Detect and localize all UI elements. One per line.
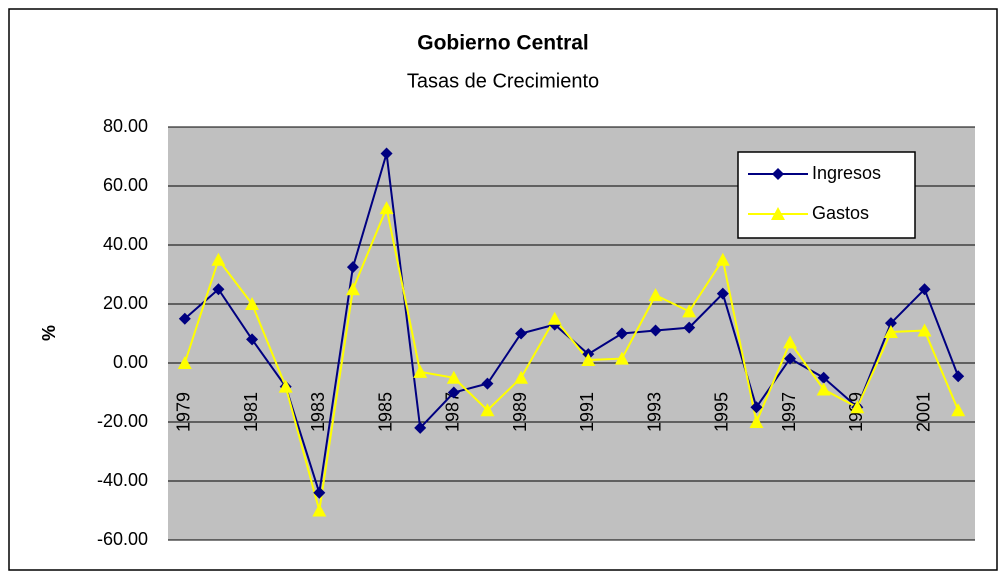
- diamond-marker: [515, 327, 528, 340]
- diamond-marker: [313, 486, 326, 499]
- y-tick-label: 0.00: [113, 352, 148, 372]
- x-tick-label: 1985: [375, 392, 395, 432]
- triangle-marker: [514, 370, 529, 384]
- y-tick-label: -40.00: [97, 470, 148, 490]
- x-tick-label: 1987: [443, 392, 463, 432]
- triangle-marker: [211, 252, 226, 266]
- triangle-marker: [951, 403, 966, 417]
- triangle-marker: [850, 400, 865, 414]
- triangle-marker: [581, 353, 596, 367]
- chart-title: Gobierno Central: [417, 32, 589, 55]
- y-axis-label: %: [39, 325, 59, 341]
- triangle-marker: [312, 503, 327, 517]
- y-tick-label: -60.00: [97, 529, 148, 549]
- triangle-marker: [446, 370, 461, 384]
- triangle-marker: [749, 415, 764, 428]
- x-tick-label: 1983: [308, 392, 328, 432]
- y-tick-label: 40.00: [103, 234, 148, 254]
- triangle-marker: [682, 304, 697, 318]
- diamond-marker: [212, 283, 225, 296]
- x-tick-label: 1979: [174, 392, 194, 432]
- x-tick-label: 1997: [779, 392, 799, 432]
- triangle-marker: [547, 311, 562, 325]
- x-tick-label: 2001: [913, 392, 933, 432]
- triangle-marker: [917, 323, 932, 337]
- diamond-marker: [750, 401, 763, 414]
- diamond-marker: [683, 321, 696, 334]
- y-tick-label: -20.00: [97, 411, 148, 431]
- diamond-marker: [615, 327, 628, 340]
- x-tick-label: 1993: [644, 392, 664, 432]
- triangle-marker: [245, 297, 260, 310]
- x-tick-label: 1995: [712, 392, 732, 432]
- triangle-marker: [177, 356, 192, 369]
- triangle-marker: [783, 335, 798, 349]
- triangle-marker: [715, 252, 730, 266]
- legend-marker: [772, 168, 784, 180]
- diamond-marker: [246, 333, 259, 346]
- triangle-marker: [883, 325, 898, 339]
- triangle-marker: [345, 282, 360, 296]
- legend-box: [737, 151, 916, 239]
- y-tick-label: 60.00: [103, 175, 148, 195]
- y-tick-label: 20.00: [103, 293, 148, 313]
- diamond-marker: [952, 370, 965, 383]
- legend-marker: [771, 207, 785, 220]
- diamond-marker: [380, 147, 393, 160]
- diamond-marker: [716, 287, 729, 300]
- diamond-marker: [481, 377, 494, 390]
- legend-label: Ingresos: [812, 163, 881, 183]
- y-tick-label: 80.00: [103, 116, 148, 136]
- diamond-marker: [817, 371, 830, 384]
- triangle-marker: [278, 379, 293, 393]
- x-tick-label: 1981: [241, 392, 261, 432]
- diamond-marker: [784, 352, 797, 365]
- diamond-marker: [649, 324, 662, 337]
- series-line: [183, 204, 960, 511]
- diamond-marker: [178, 312, 191, 325]
- triangle-marker: [648, 288, 663, 302]
- triangle-marker: [413, 364, 428, 378]
- diamond-marker: [884, 317, 897, 330]
- diamond-marker: [447, 386, 460, 399]
- triangle-marker: [379, 201, 394, 215]
- chart-subtitle: Tasas de Crecimiento: [407, 70, 599, 92]
- triangle-marker: [614, 351, 629, 365]
- triangle-marker: [480, 403, 495, 417]
- diamond-marker: [918, 283, 931, 296]
- legend-label: Gastos: [812, 203, 869, 223]
- x-tick-label: 1989: [510, 392, 530, 432]
- diamond-marker: [414, 421, 427, 434]
- diamond-marker: [346, 261, 359, 274]
- triangle-marker: [816, 382, 831, 396]
- x-tick-label: 1991: [577, 392, 597, 432]
